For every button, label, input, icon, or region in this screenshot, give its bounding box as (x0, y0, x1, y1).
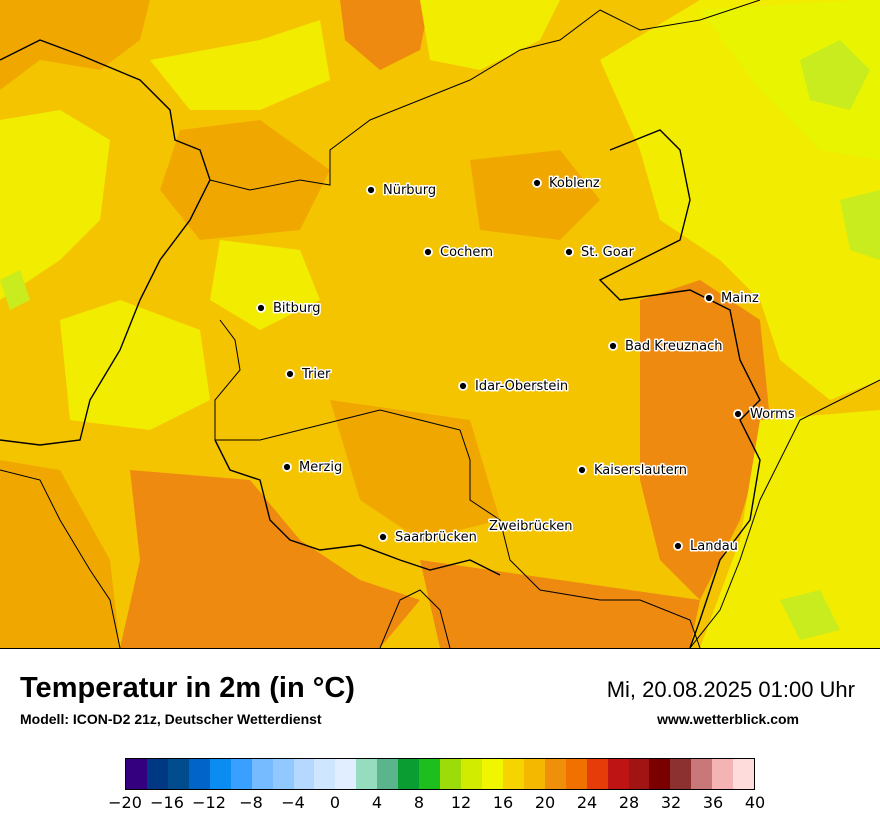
city-dot-icon (458, 381, 468, 391)
city-dot-icon (577, 465, 587, 475)
city-dot-icon (285, 369, 295, 379)
colorbar-segment (146, 759, 168, 789)
city-label: Nürburg (383, 183, 436, 198)
city-label: Cochem (440, 245, 493, 260)
colorbar-tick-label: −4 (281, 793, 305, 812)
colorbar-tick-label: 24 (576, 793, 598, 812)
temperature-colorbar (125, 758, 755, 790)
colorbar-tick-label: 16 (492, 793, 514, 812)
colorbar-segment (167, 759, 189, 789)
website-link[interactable]: www.wetterblick.com (657, 711, 799, 727)
city-label: Idar-Oberstein (475, 379, 568, 394)
colorbar-segment (314, 759, 336, 789)
city-marker: Nürburg (366, 182, 438, 200)
city-dot-icon (423, 247, 433, 257)
colorbar-segment (209, 759, 231, 789)
colorbar-ticks: −20 −16 −12 −8 −4 0 4 8 12 16 20 24 28 32 36 40 (108, 793, 765, 817)
colorbar-tick-label: 4 (371, 793, 383, 812)
city-label: St. Goar (581, 245, 635, 260)
city-dot-icon (366, 185, 376, 195)
city-label: Merzig (299, 460, 342, 475)
colorbar-tick-label: −8 (239, 793, 263, 812)
city-dot-icon (378, 532, 388, 542)
colorbar-tick-label: −20 (108, 793, 142, 812)
city-label: Landau (690, 539, 738, 554)
colorbar-segment (733, 759, 755, 789)
colorbar-segment (481, 759, 503, 789)
colorbar-segment (356, 759, 378, 789)
city-marker: Worms (733, 406, 796, 424)
city-dot-icon (704, 293, 714, 303)
map-title: Temperatur in 2m (in °C) (20, 672, 355, 704)
colorbar-segment (544, 759, 566, 789)
colorbar-segment (293, 759, 315, 789)
colorbar-segment (230, 759, 252, 789)
city-label: Bitburg (273, 301, 321, 316)
colorbar-tick-label: 8 (413, 793, 425, 812)
city-dot-icon (673, 541, 683, 551)
model-info: Modell: ICON-D2 21z, Deutscher Wetterdie… (20, 711, 322, 727)
city-label: Saarbrücken (395, 530, 477, 545)
city-label: Zweibrücken (489, 519, 572, 534)
colorbar-segment (251, 759, 273, 789)
city-marker: Idar-Oberstein (458, 378, 570, 396)
forecast-datetime: Mi, 20.08.2025 01:00 Uhr (606, 677, 855, 702)
city-marker: Kaiserslautern (577, 462, 689, 480)
city-markers: Nürburg Koblenz Cochem St. Goar Bitburg Mainz… (256, 175, 796, 556)
colorbar-segment (440, 759, 461, 789)
colorbar-segment (377, 759, 399, 789)
colorbar-segment (712, 759, 734, 789)
colorbar-segment (586, 759, 608, 789)
colorbar-segment (523, 759, 545, 789)
colorbar-tick-label: 40 (744, 793, 766, 812)
city-label: Koblenz (549, 176, 600, 191)
colorbar-tick-label: −12 (192, 793, 226, 812)
city-marker: Merzig (282, 459, 344, 477)
colorbar-tick-label: 20 (534, 793, 556, 812)
colorbar-tick-label: 28 (618, 793, 640, 812)
city-marker: Landau (673, 538, 739, 556)
city-marker: Zweibrücken (488, 518, 574, 536)
city-dot-icon (256, 303, 266, 313)
city-label: Mainz (721, 291, 759, 306)
colorbar-segment (419, 759, 441, 789)
colorbar-segment (649, 759, 671, 789)
colorbar-segment (691, 759, 713, 789)
colorbar-tick-label: 12 (450, 793, 472, 812)
city-marker: Bad Kreuznach (608, 338, 724, 356)
colorbar-segment (188, 759, 210, 789)
colorbar-segment (461, 759, 482, 789)
colorbar-tick-label: 0 (329, 793, 341, 812)
colorbar-segment (607, 759, 629, 789)
colorbar-segment (565, 759, 587, 789)
city-label: Worms (750, 407, 795, 422)
city-dot-icon (608, 341, 618, 351)
city-dot-icon (733, 409, 743, 419)
city-marker: Mainz (704, 290, 761, 308)
colorbar-segment (502, 759, 524, 789)
city-dot-icon (282, 462, 292, 472)
colorbar-segment (272, 759, 294, 789)
city-marker: Cochem (423, 244, 495, 262)
colorbar-segment (335, 759, 357, 789)
colorbar-tick-label: 32 (660, 793, 682, 812)
city-label: Trier (301, 367, 331, 382)
colorbar-tick-label: −16 (150, 793, 184, 812)
colorbar-tick-label: 36 (702, 793, 724, 812)
city-marker: St. Goar (564, 244, 636, 262)
colorbar-segment (126, 759, 147, 789)
city-dot-icon (564, 247, 574, 257)
city-marker: Bitburg (256, 300, 322, 318)
city-marker: Koblenz (532, 175, 601, 193)
temperature-field (0, 0, 880, 648)
colorbar-segment (628, 759, 650, 789)
city-label: Bad Kreuznach (625, 339, 723, 354)
colorbar-segment (398, 759, 420, 789)
temperature-map: Nürburg Koblenz Cochem St. Goar Bitburg Mainz… (0, 0, 880, 649)
colorbar-segment (670, 759, 692, 789)
city-label: Kaiserslautern (594, 463, 687, 478)
city-dot-icon (532, 178, 542, 188)
city-marker: Trier (285, 366, 332, 384)
city-marker: Saarbrücken (378, 529, 478, 547)
